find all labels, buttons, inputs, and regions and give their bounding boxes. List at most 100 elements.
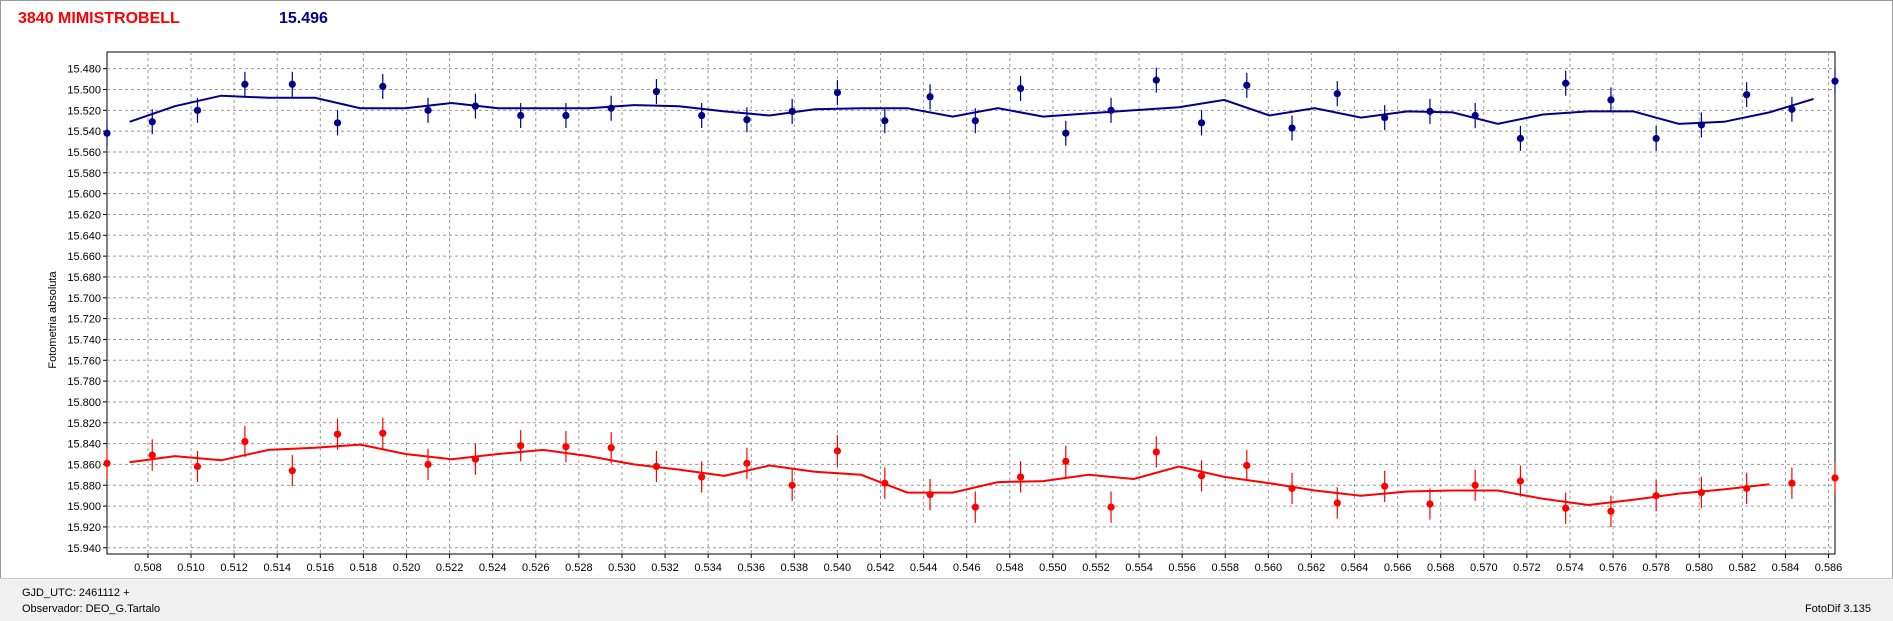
y-tick-label: 15.620	[67, 209, 101, 221]
x-tick-label: 0.550	[1039, 562, 1067, 574]
status-footer: GJD_UTC: 2461112 + Observador: DEO_G.Tar…	[0, 578, 1893, 621]
series-0-point	[148, 118, 156, 126]
series-1-point	[1607, 507, 1615, 515]
series-1-point	[1381, 482, 1389, 490]
series-0-point	[1288, 124, 1296, 132]
series-0-point	[1607, 96, 1615, 104]
series-0-point	[833, 89, 842, 97]
series-1-point	[424, 460, 432, 469]
series-0-point	[1333, 90, 1341, 98]
y-tick-label: 15.860	[67, 459, 101, 471]
y-tick-label: 15.500	[67, 84, 101, 96]
x-tick-label: 0.582	[1729, 562, 1757, 574]
series-1-point	[288, 467, 296, 475]
series-0-point	[1152, 76, 1160, 84]
series-1-point	[193, 462, 202, 471]
series-0-point	[1697, 121, 1706, 129]
series-1-point	[1788, 479, 1796, 487]
x-tick-label: 0.576	[1599, 562, 1627, 574]
series-0-point	[424, 106, 432, 114]
series-1-point	[743, 459, 751, 467]
y-tick-label: 15.480	[67, 64, 101, 76]
series-0-point	[333, 119, 342, 127]
series-1-point	[562, 443, 570, 451]
x-tick-label: 0.574	[1556, 562, 1584, 574]
x-tick-label: 0.542	[867, 562, 895, 574]
y-tick-label: 15.640	[67, 230, 101, 242]
series-1-point	[1016, 473, 1025, 481]
series-0-point	[379, 82, 387, 90]
x-tick-label: 0.570	[1470, 562, 1498, 574]
x-tick-label: 0.510	[177, 562, 205, 574]
series-0-point	[471, 102, 480, 110]
series-0-point	[607, 104, 615, 112]
series-layer	[103, 67, 1839, 527]
x-tick-label: 0.544	[910, 562, 938, 574]
star-title: 3840 MIMISTROBELL	[18, 10, 180, 27]
series-0-point	[971, 117, 979, 125]
x-tick-label: 0.568	[1427, 562, 1455, 574]
series-0-point	[1788, 105, 1796, 113]
y-tick-label: 15.700	[67, 293, 101, 305]
series-0-point	[788, 107, 796, 115]
x-tick-label: 0.586	[1815, 562, 1843, 574]
series-1-point	[471, 455, 480, 463]
x-tick-label: 0.536	[737, 562, 765, 574]
plot-area	[106, 51, 1836, 555]
x-tick-label: 0.558	[1211, 562, 1239, 574]
y-tick-label: 15.940	[67, 543, 101, 555]
series-0-point	[881, 117, 889, 125]
series-0-point	[743, 116, 751, 124]
series-0-point	[1062, 129, 1070, 137]
series-0-point	[1743, 91, 1751, 99]
y-tick-label: 15.760	[67, 355, 101, 367]
series-0-point	[103, 129, 111, 137]
series-1	[103, 417, 1839, 527]
series-0-point	[1016, 84, 1025, 93]
y-tick-label: 15.720	[67, 314, 101, 326]
series-1-point	[1107, 503, 1115, 511]
series-1-fit-line	[129, 443, 1770, 507]
x-tick-label: 0.538	[781, 562, 809, 574]
y-tick-label: 15.900	[67, 501, 101, 513]
grid	[107, 52, 1835, 554]
x-tick-label: 0.556	[1168, 562, 1196, 574]
series-1-point	[1152, 448, 1160, 456]
series-0-point	[1107, 106, 1115, 114]
series-1-point	[971, 503, 979, 511]
y-tick-label: 15.600	[67, 189, 101, 201]
x-tick-label: 0.578	[1642, 562, 1670, 574]
series-0-point	[1426, 107, 1434, 115]
series-1-point	[652, 462, 661, 471]
series-0-point	[562, 111, 570, 120]
series-0-point	[1562, 79, 1570, 87]
series-1-point	[1743, 484, 1751, 492]
series-1-point	[1652, 492, 1660, 500]
series-1-point	[698, 473, 706, 481]
x-axis-ticks: 0.508 0.510 0.512 0.514 0.516 0.518 0.520 0.522…	[134, 554, 1842, 574]
series-0-point	[1652, 134, 1660, 143]
series-0-point	[1197, 119, 1206, 127]
y-tick-label: 15.660	[67, 251, 101, 263]
series-1-point	[1697, 488, 1706, 497]
x-tick-label: 0.562	[1298, 562, 1326, 574]
series-0-point	[652, 87, 661, 96]
x-tick-label: 0.564	[1341, 562, 1369, 574]
series-1-point	[1426, 500, 1434, 508]
x-tick-label: 0.528	[565, 562, 593, 574]
x-tick-label: 0.514	[263, 562, 291, 574]
series-1-point	[607, 444, 615, 452]
x-tick-label: 0.554	[1125, 562, 1153, 574]
x-tick-label: 0.548	[996, 562, 1024, 574]
series-0-point	[1516, 134, 1525, 143]
y-tick-label: 15.740	[67, 334, 101, 346]
y-tick-label: 15.580	[67, 168, 101, 180]
series-1-point	[241, 437, 249, 446]
x-tick-label: 0.526	[522, 562, 550, 574]
series-0-point	[698, 111, 706, 120]
series-1-point	[1333, 499, 1341, 507]
series-0-point	[1243, 81, 1251, 89]
series-0-point	[288, 80, 296, 88]
series-1-point	[1243, 461, 1251, 470]
gjd-label: GJD_UTC: 2461112 +	[22, 587, 130, 599]
